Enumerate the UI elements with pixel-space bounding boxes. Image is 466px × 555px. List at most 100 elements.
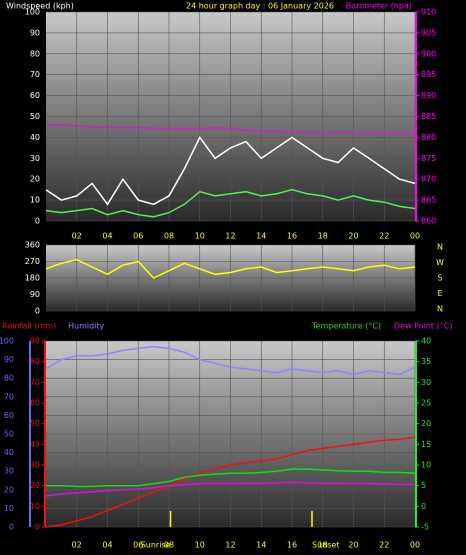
series-line — [45, 481, 415, 497]
y2-tick-label: 35 — [421, 357, 431, 366]
y-tick-label: 40 — [30, 133, 40, 142]
x-tick-label: 10 — [195, 232, 205, 241]
sun-label: Sunset — [312, 541, 339, 550]
x-tick-label: 04 — [102, 541, 112, 550]
x-tick-label: 18 — [318, 541, 328, 550]
barometer-label: Barometer (hpa) — [346, 2, 412, 11]
y-tick-label: 270 — [25, 257, 40, 266]
y2-tick-label: 900 — [421, 49, 436, 58]
x-tick-label: 20 — [348, 541, 358, 550]
y-tick-label: 80 — [4, 374, 14, 383]
x-tick-label: 12 — [225, 541, 235, 550]
series-line — [46, 124, 415, 134]
y2-tick-label: 865 — [421, 196, 436, 205]
x-tick-label: 14 — [256, 541, 266, 550]
y-tick-label: 30 — [30, 154, 40, 163]
rain-tick-label: 50 — [30, 419, 40, 428]
y-tick-label: 0 — [35, 307, 40, 316]
y2-tick-label: 15 — [421, 440, 431, 449]
y2-tick-label: 885 — [421, 112, 436, 121]
y2-tick-label: 860 — [421, 217, 436, 226]
y-tick-label: 100 — [0, 337, 14, 346]
x-tick-label: 06 — [133, 232, 143, 241]
y-tick-label: 0 — [9, 523, 14, 532]
compass-label: W — [436, 258, 444, 267]
y-tick-label: 0 — [35, 217, 40, 226]
legend-label: Humidity — [68, 322, 105, 331]
wind-label: Windspeed (kph) — [6, 2, 74, 11]
y2-tick-label: 870 — [421, 175, 436, 184]
y2-tick-label: 910 — [421, 8, 436, 17]
legend-label: Temperature (°C) — [311, 322, 381, 331]
series-line — [45, 436, 416, 528]
compass-label: E — [437, 289, 442, 298]
y-tick-label: 60 — [30, 91, 40, 100]
y2-tick-label: 905 — [421, 28, 436, 37]
x-tick-label: 08 — [164, 541, 174, 550]
x-tick-label: 04 — [102, 232, 112, 241]
y-tick-label: 90 — [30, 28, 40, 37]
rain-tick-label: 30 — [30, 461, 40, 470]
legend-label: Dew Point (°C) — [394, 322, 452, 331]
y2-tick-label: 5 — [421, 481, 426, 490]
sun-label: Sunrise — [141, 541, 171, 550]
rain-tick-label: 0 — [35, 523, 40, 532]
y2-tick-label: 20 — [421, 419, 431, 428]
x-tick-label: 06 — [133, 541, 143, 550]
compass-label: N — [437, 305, 443, 314]
x-tick-label: 02 — [72, 541, 82, 550]
y-tick-label: 10 — [30, 196, 40, 205]
chart-title: 24 hour graph day : 06 January 2026 — [186, 2, 334, 11]
y2-tick-label: 0 — [421, 502, 426, 511]
x-tick-label: 16 — [287, 541, 297, 550]
y2-tick-label: 895 — [421, 70, 436, 79]
y2-tick-label: 40 — [421, 337, 431, 346]
x-tick-label: 18 — [318, 232, 328, 241]
rain-tick-label: 60 — [30, 399, 40, 408]
y2-tick-label: 880 — [421, 133, 436, 142]
x-tick-label: 10 — [195, 541, 205, 550]
y2-tick-label: 30 — [421, 378, 431, 387]
y-tick-label: 70 — [30, 70, 40, 79]
series-line — [45, 188, 416, 218]
y-tick-label: 90 — [30, 290, 40, 299]
legend-label: Rainfall (mm) — [2, 322, 56, 331]
x-tick-label: 08 — [164, 232, 174, 241]
y-tick-label: 50 — [4, 430, 14, 439]
rain-tick-label: 80 — [30, 357, 40, 366]
y-tick-label: 30 — [4, 467, 14, 476]
y-tick-label: 10 — [4, 504, 14, 513]
y-tick-label: 60 — [4, 411, 14, 420]
x-tick-label: 00 — [410, 232, 420, 241]
y-tick-label: 90 — [4, 355, 14, 364]
y-tick-label: 180 — [25, 274, 40, 283]
y2-tick-label: 890 — [421, 91, 436, 100]
rain-tick-label: 40 — [30, 440, 40, 449]
compass-label: S — [437, 274, 442, 283]
series-line — [45, 135, 416, 206]
y-tick-label: 70 — [4, 392, 14, 401]
x-tick-label: 14 — [256, 232, 266, 241]
series-line — [45, 258, 416, 279]
y-tick-label: 100 — [25, 8, 40, 17]
y-tick-label: 40 — [4, 448, 14, 457]
y-tick-label: 80 — [30, 49, 40, 58]
rain-tick-label: 90 — [30, 337, 40, 346]
y-tick-label: 20 — [4, 485, 14, 494]
rain-tick-label: 10 — [30, 502, 40, 511]
y-tick-label: 20 — [30, 175, 40, 184]
y-tick-label: 50 — [30, 112, 40, 121]
series-line — [45, 345, 416, 376]
rain-tick-label: 20 — [30, 481, 40, 490]
compass-label: N — [437, 243, 443, 252]
x-tick-label: 20 — [348, 232, 358, 241]
x-tick-label: 02 — [72, 232, 82, 241]
x-tick-label: 12 — [225, 232, 235, 241]
y2-tick-label: 875 — [421, 154, 436, 163]
x-tick-label: 22 — [379, 541, 389, 550]
x-tick-label: 22 — [379, 232, 389, 241]
x-tick-label: 16 — [287, 232, 297, 241]
series-line — [46, 468, 416, 488]
